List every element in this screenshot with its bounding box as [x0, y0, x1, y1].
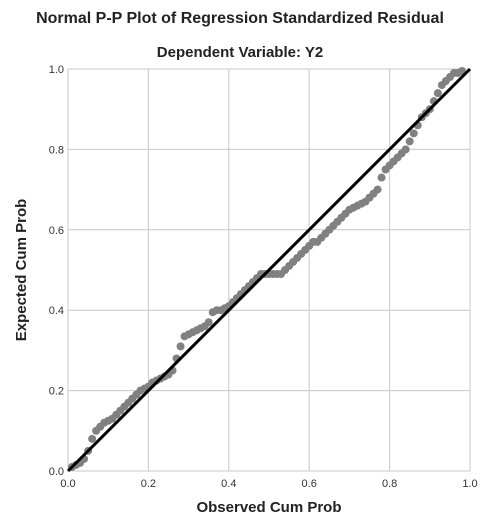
data-point	[176, 342, 185, 351]
reference-diagonal-line	[66, 67, 472, 473]
y-tick-label: 1.0	[49, 64, 64, 76]
x-tick-label: 0.0	[60, 478, 75, 490]
x-tick-label: 0.4	[221, 478, 236, 490]
data-point	[377, 173, 386, 182]
chart-title: Normal P-P Plot of Regression Standardiz…	[36, 10, 444, 27]
data-point	[373, 185, 382, 194]
data-point	[88, 434, 97, 443]
x-tick-label: 0.6	[302, 478, 317, 490]
x-tick-label: 0.2	[141, 478, 156, 490]
y-axis-title: Expected Cum Prob	[13, 199, 30, 342]
y-tick-label: 0.8	[49, 144, 64, 156]
y-tick-label: 0.2	[49, 386, 64, 398]
y-tick-labels: 0.0 0.2 0.4 0.6 0.8 1.0	[49, 64, 64, 478]
x-tick-labels: 0.0 0.2 0.4 0.6 0.8 1.0	[60, 478, 477, 490]
chart-subtitle: Dependent Variable: Y2	[156, 44, 324, 61]
data-point	[204, 318, 213, 327]
plot-area-frame	[67, 68, 471, 472]
data-point	[433, 89, 442, 98]
data-point	[405, 137, 414, 146]
x-axis-title: Observed Cum Prob	[196, 499, 341, 516]
y-tick-label: 0.4	[49, 305, 64, 317]
x-tick-label: 0.8	[382, 478, 397, 490]
y-tick-label: 0.0	[49, 466, 64, 478]
y-tick-label: 0.6	[49, 225, 64, 237]
data-point	[409, 129, 418, 138]
x-tick-label: 1.0	[462, 478, 477, 490]
data-point	[401, 145, 410, 154]
data-points	[68, 67, 466, 471]
